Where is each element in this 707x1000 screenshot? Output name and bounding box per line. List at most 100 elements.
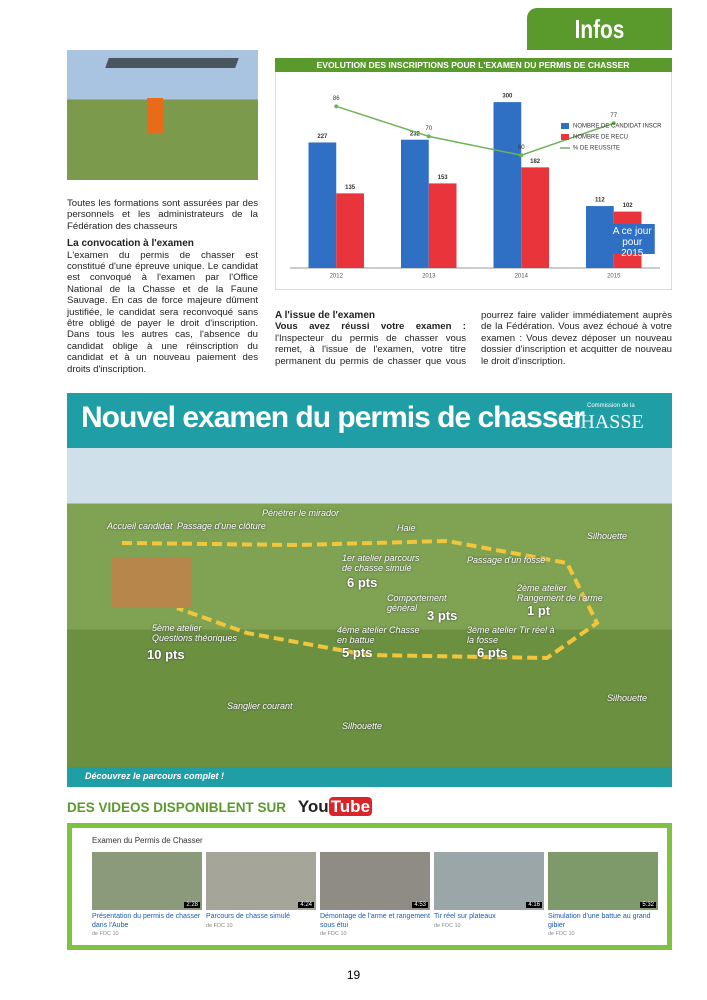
course-label: 4ème atelier Chasse en battue [337, 625, 420, 645]
video-title: Présentation du permis de chasser dans l… [92, 913, 201, 929]
points-label: 6 pts [477, 645, 508, 660]
paragraph: L'examen du permis de chasser est consti… [67, 249, 258, 375]
video-channel: de FDC 10 [320, 931, 347, 937]
value-label: 153 [438, 175, 449, 181]
video-item: 4:24 Parcours de chasse simulé de FDC 10 [206, 852, 316, 929]
line-point [426, 134, 431, 139]
points-label: 3 pts [427, 608, 458, 623]
infographic-footer-bar: Découvrez le parcours complet ! [67, 767, 672, 787]
bar [493, 102, 522, 268]
infographic-title: Nouvel examen du permis de chasser [81, 401, 585, 434]
course-label: 1er atelier parcours de chasse simulé [342, 553, 420, 573]
x-tick-label: 2014 [515, 274, 529, 280]
page-number: 19 [346, 968, 361, 982]
video-channel: de FDC 10 [206, 922, 233, 929]
line-label: 70 [425, 126, 432, 132]
text: l'Inspecteur du permis de chasser vous r… [275, 310, 672, 367]
course-label: 2ème atelier Rangement de l'arme [517, 583, 603, 603]
course-label: Silhouette [607, 693, 648, 703]
video-duration: 4:16 [526, 902, 542, 908]
track-path [121, 538, 600, 661]
line-point [611, 121, 616, 126]
paragraph: Vous avez réussi votre examen : l'Inspec… [275, 310, 672, 367]
video-thumbnail: 5:32 [548, 852, 658, 910]
bar [401, 139, 429, 268]
videos-heading-text: DES VIDEOS DISPONIBLENT SUR [67, 800, 287, 815]
course-label: 3ème atelier Tir réel à la fosse [467, 625, 555, 645]
points-label: 10 pts [147, 647, 185, 662]
infographic-banner: Nouvel examen du permis de chasser Commi… [67, 393, 672, 448]
course-label: Silhouette [587, 531, 628, 541]
course-label: Sanglier courant [227, 701, 293, 711]
logo: CHASSE [567, 411, 644, 433]
video-title: Parcours de chasse simulé [206, 913, 291, 920]
course-label: Haie [397, 523, 416, 533]
course-label: Silhouette [342, 721, 383, 731]
photo-roof [105, 58, 239, 68]
annotation: A ce jour pour 2015 [612, 226, 652, 256]
video-duration: 4:53 [412, 902, 428, 908]
video-item: 2:28 Présentation du permis de chasser da… [92, 852, 202, 937]
heading: A l'issue de l'examen [275, 310, 375, 321]
video-duration: 2:28 [184, 902, 200, 908]
annotation-box [609, 224, 655, 254]
points-label: 5 pts [342, 645, 373, 660]
video-duration: 5:32 [640, 902, 656, 908]
legend-label: % DE REUSSITE [573, 146, 620, 152]
cabin [112, 558, 192, 608]
line-label: 77 [610, 113, 617, 119]
video-thumbnail: 2:28 [92, 852, 202, 910]
value-label: 227 [317, 134, 328, 140]
video-panel: Examen du Permis de Chasser 2:28 Présenta… [67, 823, 672, 950]
bar [521, 167, 549, 268]
points-label: 1 pt [527, 603, 551, 618]
value-label: 135 [345, 185, 356, 191]
video-duration: 4:24 [298, 902, 314, 908]
course-label: Pénétrer le mirador [262, 508, 340, 518]
header-tab: Infos pratique [527, 8, 672, 86]
course-label: Comportement général [387, 593, 447, 613]
line-point [334, 104, 339, 109]
value-label: 102 [623, 203, 634, 209]
x-tick-label: 2012 [330, 274, 344, 280]
video-thumbnail: 4:16 [434, 852, 544, 910]
legend-swatch [561, 134, 569, 140]
bar [336, 193, 364, 268]
value-label: 300 [502, 94, 513, 100]
videos-heading: DES VIDEOS DISPONIBLENT SUR You Tube [67, 797, 373, 817]
infographic: Nouvel examen du permis de chasser Commi… [67, 393, 672, 787]
bar [428, 183, 457, 268]
video-item: 5:32 Simulation d'une battue au grand gib… [548, 852, 658, 937]
course-label: Passage d'une clôture [177, 521, 266, 531]
heading: La convocation à l'examen [67, 238, 194, 250]
legend-swatch [561, 123, 569, 129]
value-label: 182 [530, 159, 541, 165]
intro: Toutes les formations sont assurées par … [67, 198, 258, 232]
youtube-tube: Tube [328, 797, 373, 816]
chart-title-bar [275, 58, 672, 72]
video-title: Tir réel sur plateaux [434, 913, 496, 920]
video-item: 4:16 Tir réel sur plateaux de FDC 10 [434, 852, 544, 929]
bar [308, 142, 337, 268]
video-title: Démontage de l'arme et rangement sous ét… [320, 913, 430, 929]
legend-label: NOMBRE DE CANDIDAT INSCR [573, 124, 662, 130]
course-label: 5ème atelier Questions théoriques [152, 623, 238, 643]
left-column: Toutes les formations sont assurées par … [67, 198, 258, 375]
line-point [519, 153, 524, 158]
chart: EVOLUTION DES INSCRIPTIONS POUR L'EXAMEN… [275, 58, 672, 290]
video-channel: de FDC 10 [92, 931, 119, 937]
track [112, 538, 600, 661]
line-label: 60 [518, 145, 525, 151]
photo-person [147, 98, 163, 134]
video-channel: de FDC 10 [548, 931, 575, 937]
logo-small: Commission de la [587, 403, 635, 409]
video-thumbnail: 4:24 [206, 852, 316, 910]
course-label: Accueil candidat [107, 521, 173, 531]
video-item: 4:53 Démontage de l'arme et rangement sou… [320, 852, 430, 937]
x-tick-label: 2013 [422, 274, 436, 280]
video-title: Simulation d'une battue au grand gibier [548, 913, 651, 929]
chart-title: EVOLUTION DES INSCRIPTIONS POUR L'EXAMEN… [317, 60, 630, 70]
infographic-footer: Découvrez le parcours complet ! [85, 771, 225, 781]
right-column: A l'issue de l'examen Vous avez réussi v… [275, 310, 672, 367]
